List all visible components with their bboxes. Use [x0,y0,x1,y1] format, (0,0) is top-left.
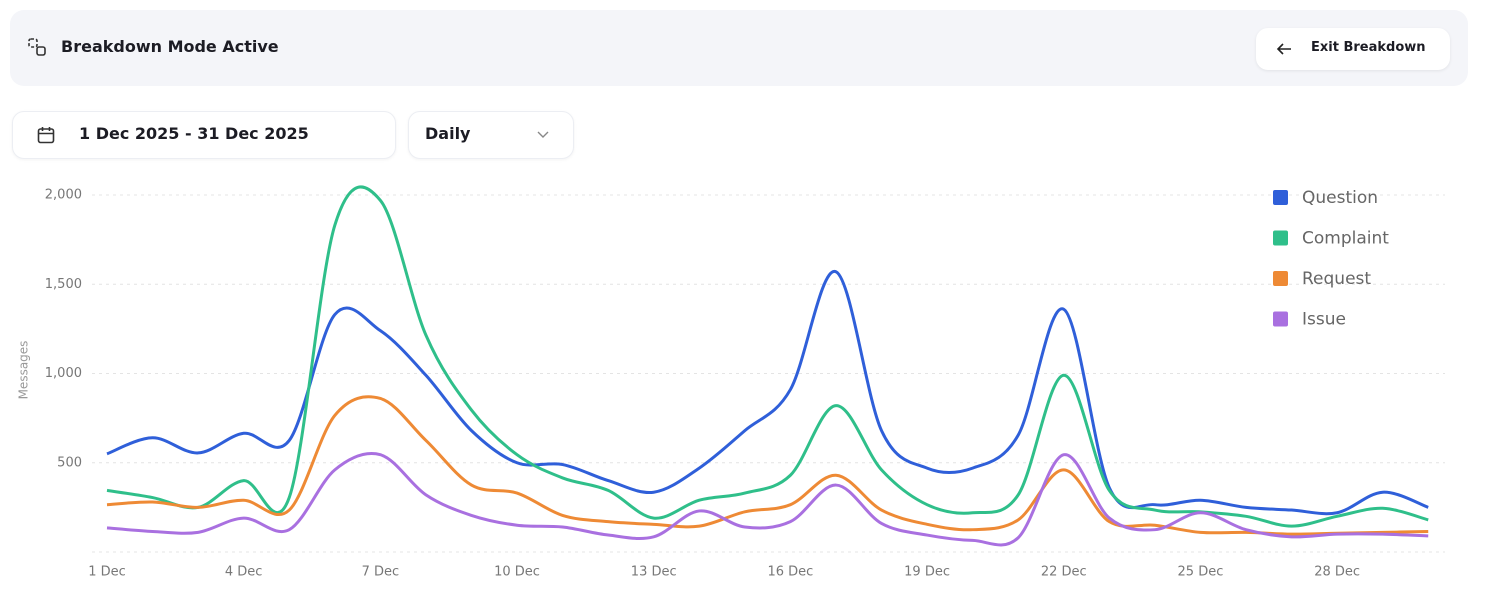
y-tick-label: 2,000 [45,188,82,203]
x-tick-label: 19 Dec [904,565,950,580]
series-line [106,270,1429,516]
chart: Messages 500 1,000 1,500 2,000 1 Dec 4 Dec 7 De… [17,185,1445,580]
banner-title: Breakdown Mode Active [61,37,279,56]
date-range: 1 Dec 2025 - 31 Dec 2025 [79,124,309,143]
interval-dropdown[interactable]: Daily [408,111,574,159]
exit-breakdown-button[interactable]: Exit Breakdown [1256,28,1450,70]
breakdown-banner [10,10,1468,86]
chevron-icon [537,131,549,138]
x-tick-label: 4 Dec [225,565,263,580]
interval: Daily [425,124,471,143]
x-tick-label: 16 Dec [767,565,813,580]
y-tick-label: 1,500 [45,277,82,292]
x-tick-label: 7 Dec [362,565,400,580]
breakdown-icon [28,38,46,56]
legend-label: Issue [1302,310,1346,330]
series-line [106,452,1429,547]
y-tick-label: 500 [57,455,82,470]
legend-swatch [1273,190,1288,205]
calendar-icon [37,127,55,144]
date-range-picker[interactable]: 1 Dec 2025 - 31 Dec 2025 [12,111,396,159]
legend-label: Question [1302,188,1378,208]
legend-swatch [1273,230,1288,246]
legend-label: Request [1302,269,1371,289]
y-tick-label: 1,000 [45,366,82,381]
x-tick-label: 10 Dec [494,565,540,580]
legend-swatch [1273,271,1288,286]
legend-swatch [1273,311,1288,327]
arrow-icon [1276,43,1291,55]
x-tick-label: 1 Dec [88,565,126,580]
series-line [106,185,1429,528]
legend-label: Complaint [1302,229,1389,249]
x-tick-label: 28 Dec [1314,565,1360,580]
button-label: Exit Breakdown [1311,40,1426,55]
y-axis-label: Messages [17,341,31,400]
x-tick-label: 13 Dec [631,565,677,580]
series-line [106,395,1429,536]
x-tick-label: 22 Dec [1041,565,1087,580]
x-tick-label: 25 Dec [1178,565,1224,580]
